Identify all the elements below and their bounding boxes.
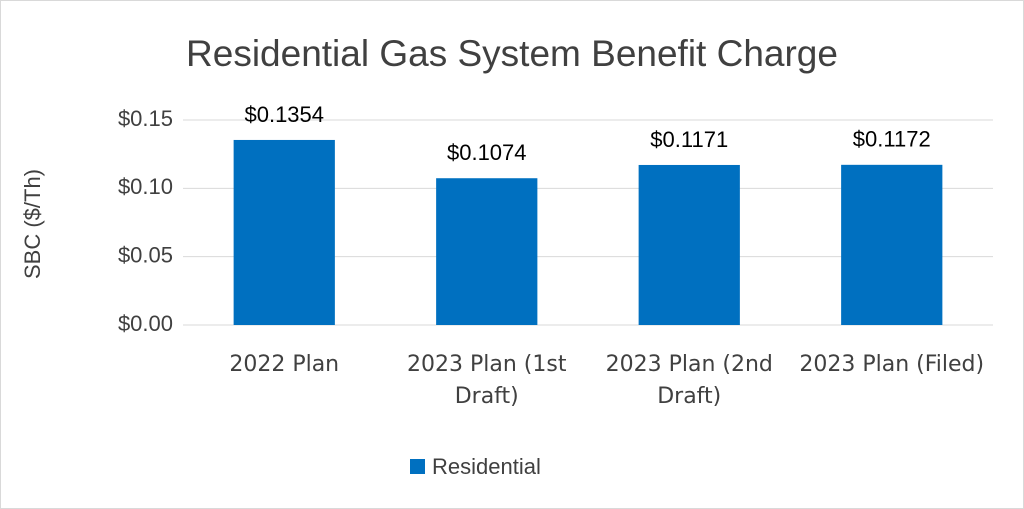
data-label: $0.1074 xyxy=(447,140,527,165)
bar xyxy=(841,164,943,325)
bar xyxy=(638,164,740,325)
x-tick-label: 2023 Plan (Filed) xyxy=(799,352,985,377)
x-tick-label-box: 2023 Plan (2nd Draft) xyxy=(605,352,773,409)
data-label: $0.1354 xyxy=(244,102,324,127)
bar xyxy=(436,178,538,325)
data-label: $0.1172 xyxy=(853,127,931,152)
y-tick-label: $0.10 xyxy=(118,174,173,199)
legend-label: Residential xyxy=(432,454,541,479)
y-axis-label: SBC ($/Th) xyxy=(20,169,45,279)
y-tick-label: $0.05 xyxy=(118,242,173,267)
x-tick-label-box: 2023 Plan (1st Draft) xyxy=(407,352,567,409)
x-tick-label-box: 2022 Plan xyxy=(229,352,340,377)
data-label: $0.1171 xyxy=(650,127,728,152)
chart-title: Residential Gas System Benefit Charge xyxy=(186,33,838,74)
x-tick-label: 2022 Plan xyxy=(229,352,340,377)
y-tick-label: $0.15 xyxy=(118,106,173,131)
y-tick-label: $0.00 xyxy=(118,311,173,336)
x-tick-label: 2023 Plan (2nd Draft) xyxy=(605,352,773,409)
legend-swatch xyxy=(410,459,425,474)
x-tick-label: 2023 Plan (1st Draft) xyxy=(407,352,567,409)
x-tick-label-box: 2023 Plan (Filed) xyxy=(799,352,985,377)
bar xyxy=(233,139,335,325)
